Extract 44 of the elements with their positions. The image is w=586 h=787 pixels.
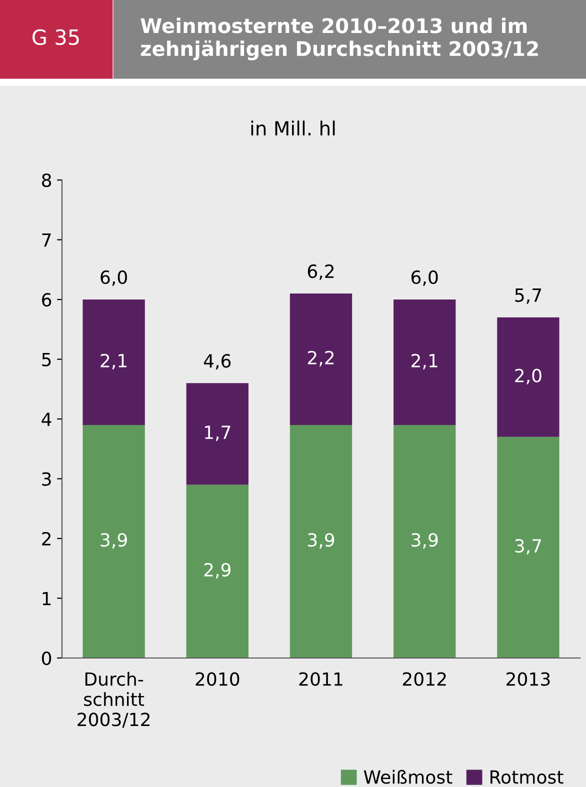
x-tick-label: 2010	[196, 672, 240, 686]
x-tick-label: Durch- schnitt 2003/12	[78, 672, 150, 728]
data-label: 2,1	[412, 354, 438, 370]
x-tick-label: 2011	[299, 672, 342, 686]
y-tick-label: 7	[42, 233, 51, 247]
y-tick-label: 4	[42, 412, 52, 426]
total-label: 4,6	[204, 354, 231, 370]
bar	[497, 436, 560, 658]
chart-subtitle: in Mill. hl	[251, 120, 335, 136]
bar	[82, 300, 145, 425]
bar	[497, 317, 560, 437]
x-tick-label: 2012	[402, 672, 446, 686]
legend-label: Weißmost	[364, 770, 452, 784]
total-label: 6,2	[308, 264, 334, 280]
bar	[394, 424, 456, 658]
y-tick-label: 1	[42, 592, 51, 606]
bar	[82, 424, 145, 658]
data-label: 3,7	[515, 539, 542, 555]
data-label: 3,9	[308, 533, 334, 549]
total-label: 6,0	[412, 270, 438, 286]
chart-title: Weinmosternte 2010–2013 und im zehnjährigen Durchschnitt 2003/12	[140, 18, 538, 60]
total-label: 6,0	[100, 270, 127, 286]
data-label: 2,1	[100, 354, 126, 370]
bar	[290, 294, 352, 425]
bar	[186, 484, 248, 658]
data-label: 3,9	[100, 533, 127, 549]
bar	[394, 300, 456, 425]
y-tick-label: 3	[42, 472, 51, 486]
total-label: 5,7	[515, 288, 542, 304]
y-tick-label: 6	[42, 292, 52, 307]
data-label: 1,7	[205, 426, 230, 442]
y-tick-label: 0	[42, 651, 52, 666]
data-label: 2,0	[515, 368, 542, 384]
y-tick-label: 2	[42, 532, 50, 546]
data-label: 2,9	[204, 562, 230, 578]
x-tick-label: 2013	[506, 672, 550, 686]
data-label: 2,2	[308, 350, 334, 366]
y-tick-label: 5	[42, 352, 51, 366]
legend-label: Rotmost	[490, 770, 564, 784]
data-label: 3,9	[412, 533, 438, 549]
bar	[186, 383, 248, 485]
y-tick-label: 8	[42, 173, 52, 188]
bar	[290, 424, 352, 658]
text: G 35	[32, 29, 79, 46]
